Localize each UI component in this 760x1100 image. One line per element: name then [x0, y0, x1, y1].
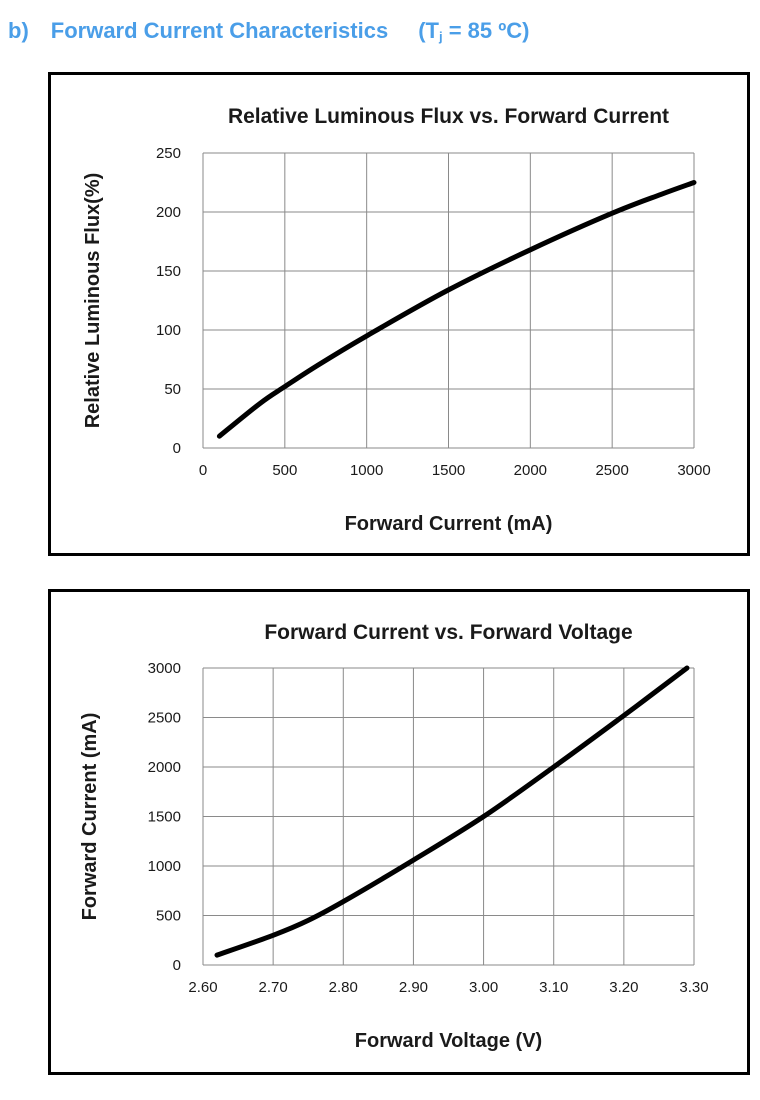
chart-0-x-tick-label: 3000 [677, 462, 710, 479]
chart-0-y-tick-label: 150 [156, 263, 181, 280]
forward-voltage-chart-svg: Forward Current vs. Forward Voltage 2.60 2… [79, 621, 709, 1052]
chart-1-y-tick-label: 1000 [148, 858, 181, 875]
chart-0-y-tick-label: 250 [156, 145, 181, 162]
chart-1-x-tick-label: 2.60 [188, 979, 217, 996]
chart-0-y-tick-label: 200 [156, 204, 181, 221]
luminous-flux-chart: Relative Luminous Flux vs. Forward Curre… [48, 72, 750, 556]
chart-1-y-tick-label: 2500 [148, 710, 181, 727]
chart-1-x-tick-label: 2.80 [329, 979, 358, 996]
chart-0-x-tick-label: 1500 [432, 462, 465, 479]
chart-1-y-tick-label: 1500 [148, 809, 181, 826]
chart-1-x-tick-label: 3.20 [609, 979, 638, 996]
chart-1-x-tick-label: 3.00 [469, 979, 498, 996]
chart-1-x-tick-label: 2.90 [399, 979, 428, 996]
luminous-flux-chart-svg: Relative Luminous Flux vs. Forward Curre… [82, 105, 711, 535]
chart-0-series-line [216, 180, 697, 439]
chart-1-x-tick-label: 3.10 [539, 979, 568, 996]
chart-0-title: Relative Luminous Flux vs. Forward Curre… [228, 105, 669, 128]
chart-1-y-tick-label: 3000 [148, 660, 181, 677]
chart-1-y-axis-label: Forward Current (mA) [79, 713, 101, 921]
section-heading: b) Forward Current Characteristics (Tj = 8… [8, 18, 530, 44]
chart-0-x-tick-label: 500 [272, 462, 297, 479]
chart-1-y-tick-label: 0 [173, 957, 181, 974]
condition-close: = 85 ºC) [442, 18, 530, 43]
chart-0-x-tick-label: 2000 [514, 462, 547, 479]
chart-0-x-axis-label: Forward Current (mA) [345, 513, 553, 535]
forward-voltage-chart: Forward Current vs. Forward Voltage 2.60 2… [48, 589, 750, 1075]
chart-1-y-tick-label: 2000 [148, 759, 181, 776]
chart-1-x-tick-label: 2.70 [259, 979, 288, 996]
chart-0-y-tick-label: 0 [173, 440, 181, 457]
chart-1-title: Forward Current vs. Forward Voltage [264, 621, 632, 644]
chart-0-x-tick-label: 1000 [350, 462, 383, 479]
condition-sub: j [438, 29, 443, 44]
section-title: Forward Current Characteristics [50, 18, 389, 43]
chart-0-x-tick-label: 2500 [595, 462, 628, 479]
chart-1-series-line [214, 665, 690, 958]
chart-1-x-tick-label: 3.30 [679, 979, 708, 996]
chart-0-y-tick-label: 50 [164, 381, 181, 398]
section-prefix: b) [8, 18, 29, 43]
chart-1-x-axis-label: Forward Voltage (V) [355, 1030, 542, 1052]
chart-0-y-tick-label: 100 [156, 322, 181, 339]
condition-open: (T [418, 18, 439, 43]
chart-1-y-tick-label: 500 [156, 908, 181, 925]
chart-0-y-axis-label: Relative Luminous Flux(%) [82, 173, 104, 429]
chart-0-x-tick-label: 0 [199, 462, 207, 479]
